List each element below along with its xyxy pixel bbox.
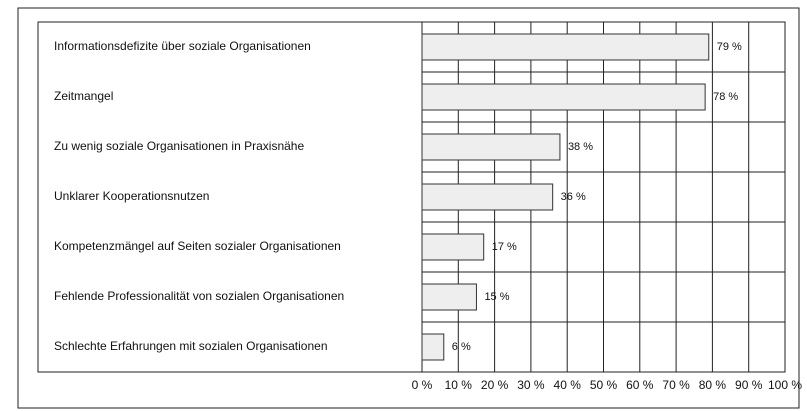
x-tick-label: 80 % <box>699 378 727 392</box>
category-label: Schlechte Erfahrungen mit sozialen Organ… <box>54 339 328 353</box>
bar <box>421 333 445 361</box>
category-label: Kompetenzmängel auf Seiten sozialer Orga… <box>54 239 341 253</box>
value-label: 36 % <box>561 191 586 203</box>
bar <box>421 33 710 61</box>
value-label: 6 % <box>452 341 471 353</box>
x-tick-label: 60 % <box>626 378 654 392</box>
value-label: 78 % <box>713 91 738 103</box>
category-label: Zeitmangel <box>54 89 113 103</box>
x-tick-label: 40 % <box>554 378 582 392</box>
frame <box>17 7 800 409</box>
x-tick-label: 20 % <box>481 378 509 392</box>
category-label: Zu wenig soziale Organisationen in Praxi… <box>54 139 304 153</box>
value-label: 15 % <box>484 291 509 303</box>
x-tick-label: 70 % <box>662 378 690 392</box>
x-tick-label: 30 % <box>517 378 545 392</box>
x-tick-label: 100 % <box>768 378 802 392</box>
value-label: 38 % <box>568 141 593 153</box>
x-tick-label: 90 % <box>735 378 763 392</box>
value-label: 17 % <box>492 241 517 253</box>
bar <box>421 133 561 161</box>
bar <box>421 83 706 111</box>
bar <box>421 183 554 211</box>
x-tick-label: 0 % <box>412 378 433 392</box>
value-label: 79 % <box>717 41 742 53</box>
category-label: Fehlende Professionalität von sozialen O… <box>54 289 344 303</box>
x-tick-label: 50 % <box>590 378 618 392</box>
x-tick-label: 10 % <box>445 378 473 392</box>
category-label: Unklarer Kooperationsnutzen <box>54 189 209 203</box>
category-label: Informationsdefizite über soziale Organi… <box>54 39 311 53</box>
bar <box>421 233 485 261</box>
bar <box>421 283 477 311</box>
